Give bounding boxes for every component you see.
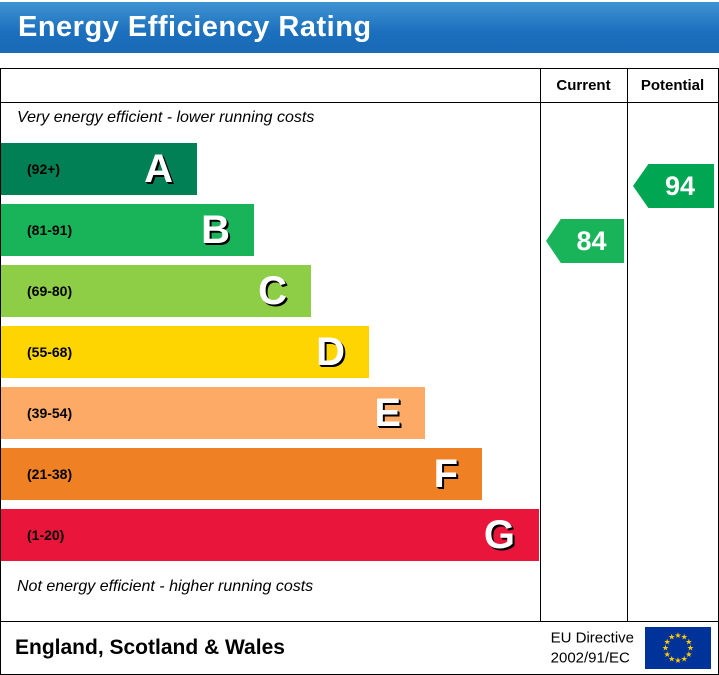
band-letter: C xyxy=(258,269,287,313)
band-bar-e: (39-54) E xyxy=(1,387,425,439)
current-rating-value: 84 xyxy=(576,225,607,256)
band-range-label: (39-54) xyxy=(27,405,73,421)
band-range-label: (69-80) xyxy=(27,283,73,299)
svg-text:★: ★ xyxy=(674,656,681,665)
band-range-label: (55-68) xyxy=(27,344,73,360)
band-bar-g: (1-20) G xyxy=(1,509,539,561)
column-header-current: Current xyxy=(556,77,611,94)
eu-directive-label: EU Directive 2002/91/EC xyxy=(551,629,634,668)
column-header-row: Current Potential xyxy=(1,69,718,103)
page-title: Energy Efficiency Rating xyxy=(18,11,372,43)
chart-box: Current Potential Very energy efficient … xyxy=(0,68,719,675)
svg-text:★: ★ xyxy=(668,633,675,642)
top-note: Very energy efficient - lower running co… xyxy=(17,109,315,126)
svg-text:★: ★ xyxy=(685,637,692,646)
band-letter: G xyxy=(483,513,515,557)
svg-text:★: ★ xyxy=(664,637,671,646)
title-bar: Energy Efficiency Rating xyxy=(0,2,719,53)
svg-text:★: ★ xyxy=(681,633,688,642)
svg-text:★: ★ xyxy=(662,644,669,653)
svg-text:★: ★ xyxy=(687,644,694,653)
eu-directive-line2: 2002/91/EC xyxy=(550,649,630,666)
band-range-label: (21-38) xyxy=(27,466,73,482)
current-rating-arrow: 84 xyxy=(546,219,624,263)
potential-rating-value: 94 xyxy=(664,170,696,201)
potential-column-divider xyxy=(627,69,628,622)
current-column-divider xyxy=(540,69,541,622)
svg-text:★: ★ xyxy=(674,631,681,640)
svg-text:★: ★ xyxy=(685,650,692,659)
band-letter: A xyxy=(144,147,173,191)
eu-directive-line1: EU Directive xyxy=(550,629,634,647)
band-letter: D xyxy=(316,330,345,374)
band-bar-c: (69-80) C xyxy=(1,265,311,317)
band-range-label: (92+) xyxy=(27,161,61,177)
band-letter: B xyxy=(201,208,230,252)
band-bar-a: (92+) A xyxy=(1,143,197,195)
band-range-label: (81-91) xyxy=(27,222,73,238)
region-label: England, Scotland & Wales xyxy=(15,636,285,659)
footer-row: England, Scotland & Wales EU Directive 2… xyxy=(1,621,718,674)
band-bar-f: (21-38) F xyxy=(1,448,482,500)
band-bar-b: (81-91) B xyxy=(1,204,254,256)
potential-rating-arrow: 94 xyxy=(633,164,714,208)
bottom-note: Not energy efficient - higher running co… xyxy=(17,578,314,595)
svg-text:★: ★ xyxy=(681,654,688,663)
eu-flag-icon: ★ ★ ★ ★ ★ ★ ★ ★ ★ ★ ★ ★ xyxy=(645,627,711,669)
band-letter: F xyxy=(433,452,458,496)
band-letter: E xyxy=(374,391,401,435)
svg-text:★: ★ xyxy=(668,654,675,663)
svg-text:★: ★ xyxy=(664,650,671,659)
band-bar-d: (55-68) D xyxy=(1,326,369,378)
band-range-label: (1-20) xyxy=(27,527,65,543)
column-header-potential: Potential xyxy=(640,77,705,94)
